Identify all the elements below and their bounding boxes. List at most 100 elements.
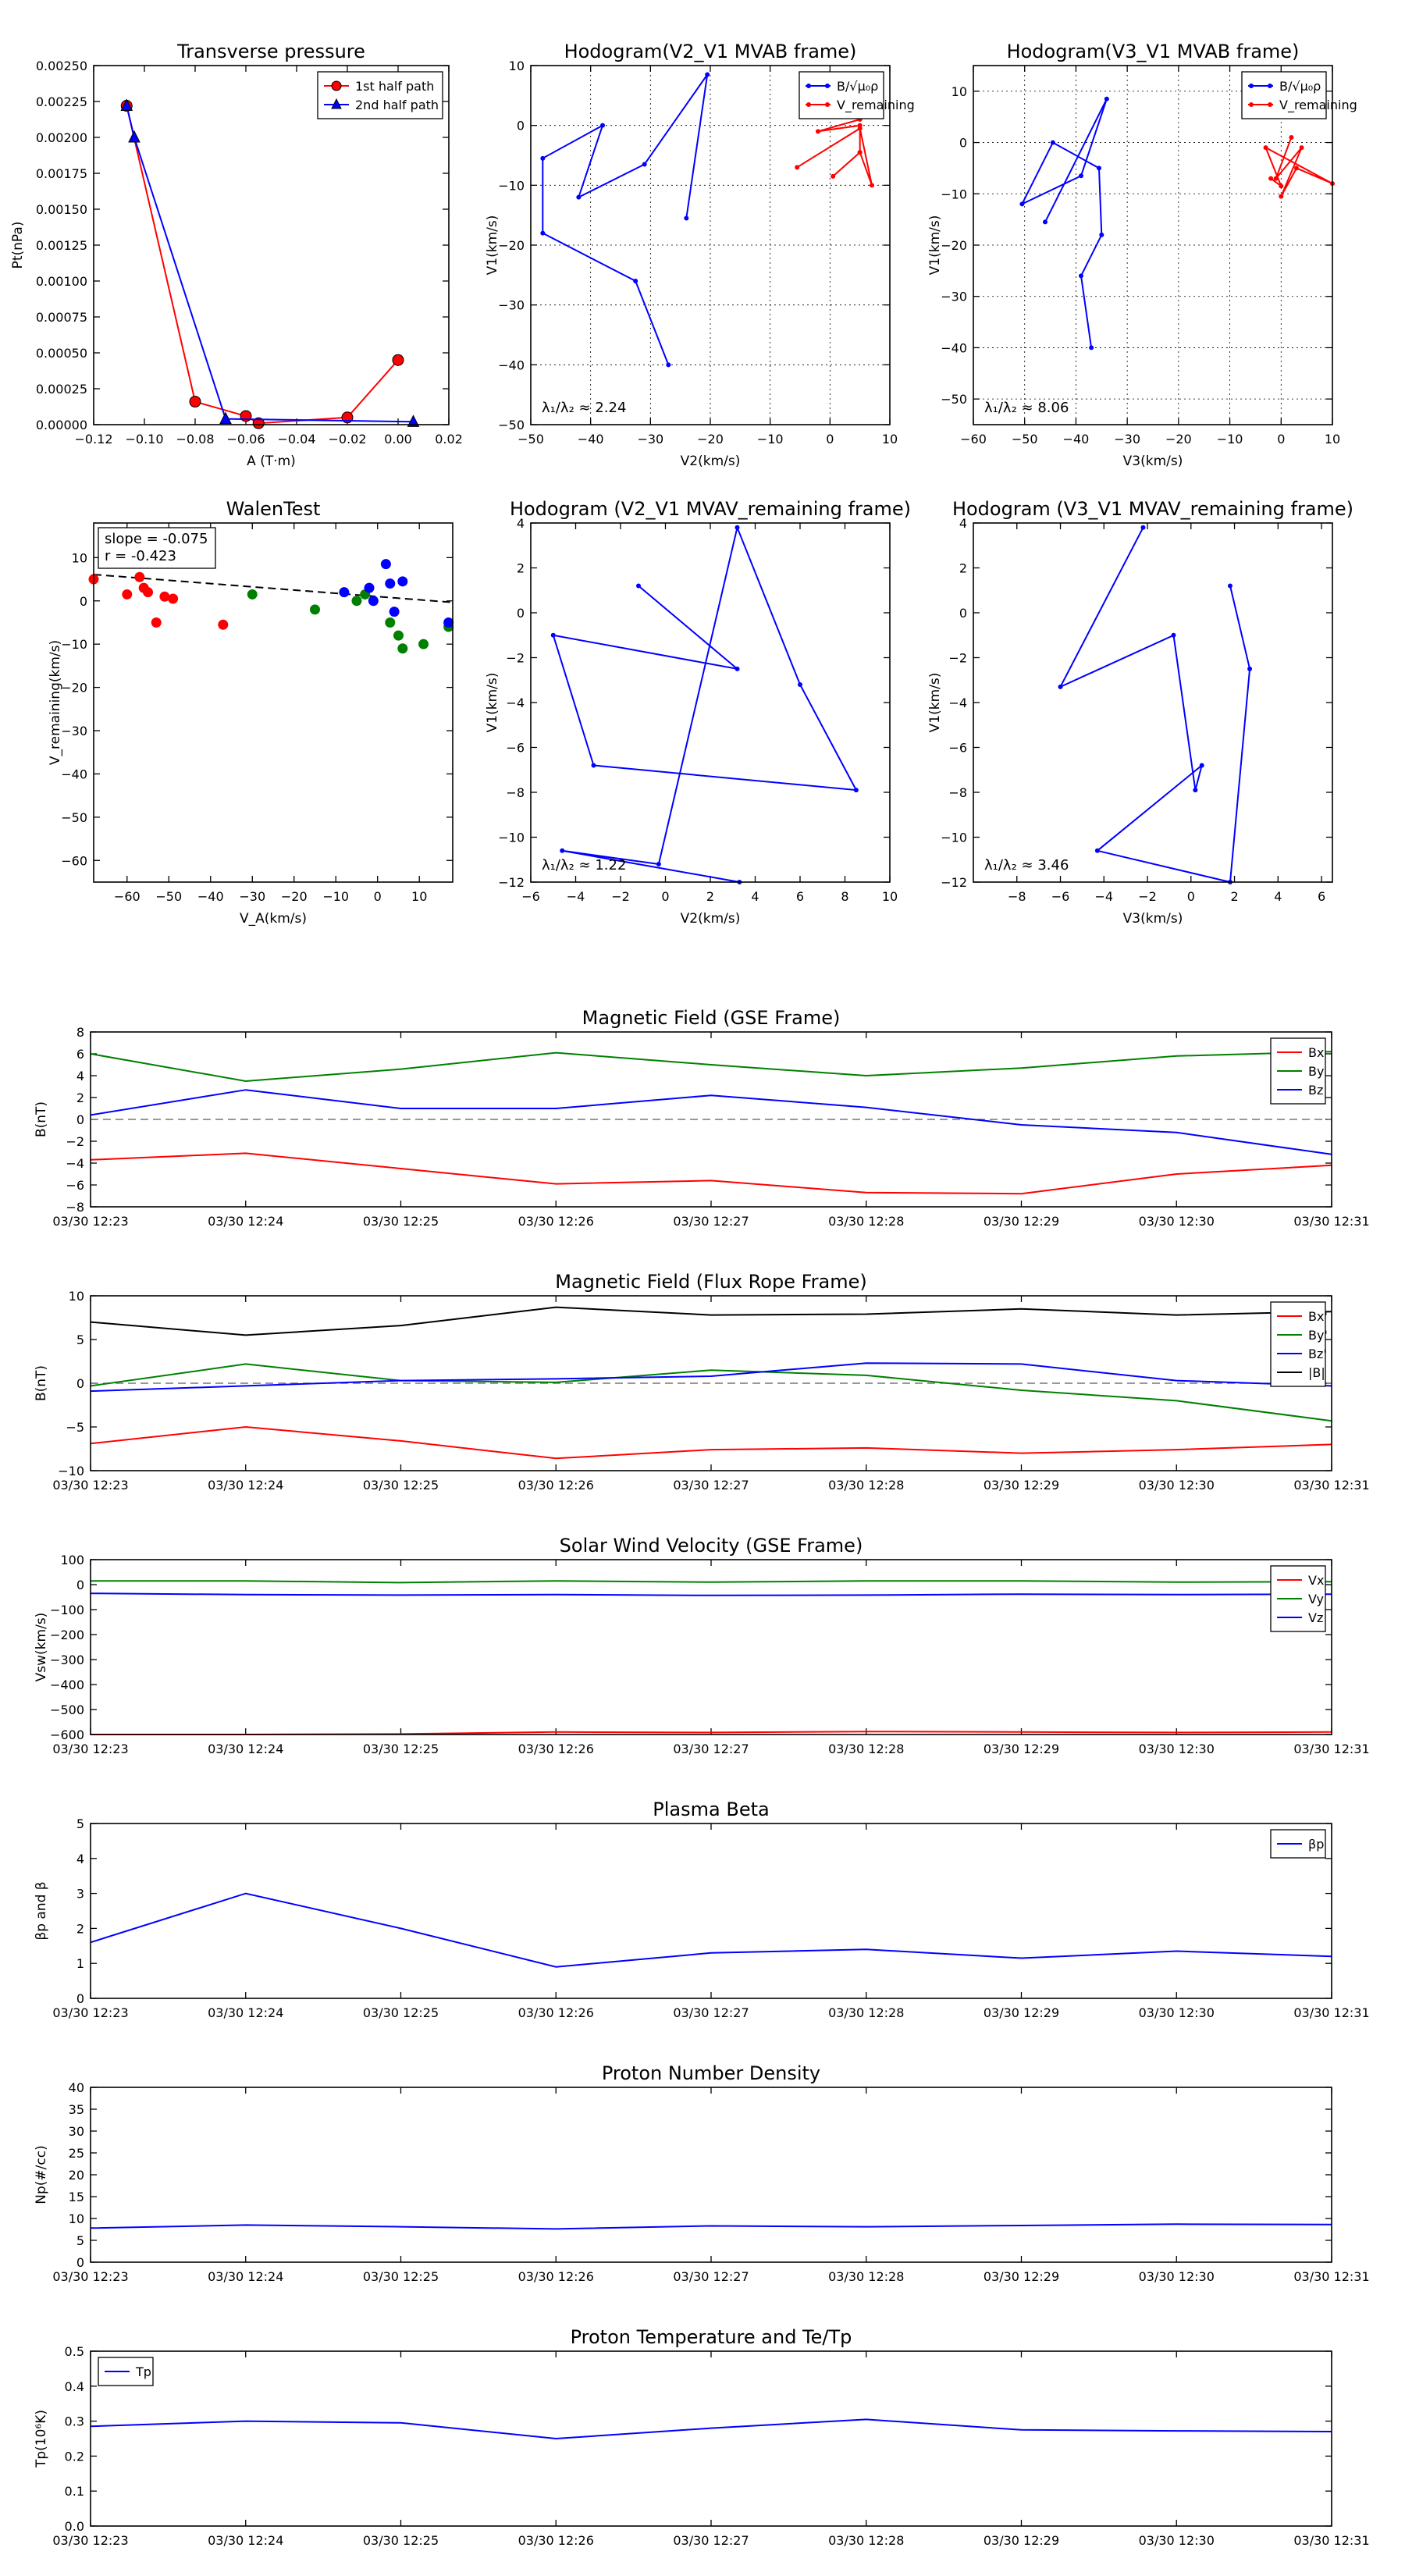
y-tick-label: 2 [76, 1921, 84, 1936]
x-tick-label: 03/30 12:27 [673, 1742, 749, 1756]
y-tick-label: 3 [76, 1887, 84, 1902]
legend-marker [1268, 102, 1272, 107]
axes-frame [90, 1823, 1332, 1999]
y-tick-label: −30 [61, 724, 87, 738]
x-axis-label: V3(km/s) [1123, 454, 1183, 469]
data-point [735, 666, 740, 671]
data-point [540, 155, 546, 161]
y-tick-label: −30 [498, 298, 525, 313]
y-tick-label: 30 [69, 2124, 84, 2139]
series-line [90, 1363, 1332, 1422]
y-tick-label: 0 [517, 606, 525, 621]
y-tick-label: −8 [948, 785, 967, 800]
x-tick-label: −2 [611, 889, 630, 904]
data-point [159, 591, 170, 602]
x-tick-label: −60 [960, 432, 987, 447]
legend-marker [825, 84, 830, 88]
y-tick-label: 10 [69, 1289, 84, 1304]
legend-label: 1st half path [355, 79, 434, 94]
x-tick-label: −10 [757, 432, 784, 447]
x-tick-label: 03/30 12:31 [1293, 1478, 1369, 1493]
x-tick-label: 03/30 12:25 [363, 2269, 439, 2284]
x-tick-label: 03/30 12:31 [1293, 1214, 1369, 1229]
legend-marker [806, 84, 811, 88]
y-tick-label: −500 [50, 1703, 84, 1717]
y-tick-label: 5 [76, 2233, 84, 2248]
x-tick-label: 03/30 12:27 [673, 2269, 749, 2284]
fit-line [93, 573, 454, 603]
hodogram-v3-v1-mvab-title: Hodogram(V3_V1 MVAB frame) [1007, 41, 1300, 62]
x-tick-label: 8 [841, 889, 848, 904]
y-tick-label: −400 [50, 1678, 84, 1692]
x-tick-label: 03/30 12:25 [363, 1478, 439, 1493]
x-axis-label: V3(km/s) [1123, 911, 1183, 927]
x-tick-label: −0.04 [277, 432, 315, 447]
x-tick-label: −6 [1051, 889, 1070, 904]
y-tick-label: 35 [69, 2102, 84, 2117]
ratio-annotation: λ₁/λ₂ ≈ 1.22 [542, 857, 626, 873]
data-point [418, 639, 429, 649]
x-tick-label: 03/30 12:25 [363, 1742, 439, 1756]
data-point [1299, 145, 1304, 151]
y-tick-label: −4 [506, 696, 525, 710]
legend-marker [331, 98, 342, 109]
data-point [380, 559, 391, 570]
series-line [542, 73, 709, 365]
x-tick-label: 03/30 12:26 [518, 2005, 594, 2020]
data-point [392, 354, 404, 366]
legend-box [1241, 71, 1327, 119]
y-tick-label: −20 [941, 238, 967, 253]
data-point [633, 279, 638, 283]
x-tick-label: −60 [114, 889, 140, 904]
data-point [576, 194, 582, 200]
stats-line: r = -0.423 [105, 548, 176, 564]
y-tick-label: 4 [959, 516, 967, 531]
x-tick-label: 03/30 12:24 [208, 2269, 283, 2284]
y-tick-label: 100 [60, 1553, 84, 1567]
data-point [1247, 666, 1253, 671]
x-tick-label: 03/30 12:24 [208, 1478, 283, 1493]
y-tick-label: 2 [517, 561, 525, 576]
data-point [705, 72, 710, 77]
x-tick-label: 03/30 12:31 [1293, 2005, 1369, 2020]
x-tick-label: 03/30 12:28 [828, 1214, 904, 1229]
axes-frame [90, 2350, 1332, 2527]
y-tick-label: 0.00075 [36, 310, 87, 325]
data-point [385, 578, 396, 589]
ratio-annotation: λ₁/λ₂ ≈ 8.06 [984, 400, 1069, 416]
stats-box [98, 527, 216, 569]
y-tick-label: −10 [498, 831, 525, 845]
data-point [1094, 848, 1100, 853]
y-tick-label: 0.00000 [36, 418, 87, 432]
x-tick-label: −0.12 [74, 432, 112, 447]
x-tick-label: 03/30 12:29 [984, 1742, 1059, 1756]
x-tick-label: 0 [661, 889, 669, 904]
y-tick-label: −4 [948, 696, 967, 710]
data-point [309, 604, 320, 615]
data-point [1227, 583, 1232, 589]
series-line [90, 2223, 1332, 2230]
y-axis-label: V1(km/s) [927, 215, 943, 276]
y-tick-label: 10 [69, 2211, 84, 2226]
data-point [351, 596, 362, 607]
x-tick-label: 0 [1277, 432, 1285, 447]
magnetic-field-flux-rope-title: Magnetic Field (Flux Rope Frame) [555, 1271, 866, 1293]
data-point [364, 582, 375, 593]
x-tick-label: 03/30 12:29 [984, 2269, 1059, 2284]
x-tick-label: −10 [322, 889, 349, 904]
data-point [1273, 176, 1279, 181]
x-tick-label: −8 [1008, 889, 1026, 904]
series-line [90, 1362, 1332, 1393]
proton-temperature-title: Proton Temperature and Te/Tp [571, 2326, 852, 2348]
data-point [550, 632, 556, 638]
y-tick-label: −40 [61, 767, 87, 781]
data-point [857, 150, 863, 155]
data-point [1079, 273, 1083, 279]
axes-frame [973, 522, 1333, 883]
data-point [831, 173, 836, 179]
x-tick-label: 03/30 12:30 [1139, 1478, 1215, 1493]
data-point [134, 571, 145, 582]
legend-marker [1249, 102, 1254, 107]
x-tick-label: 6 [796, 889, 804, 904]
y-tick-label: 0 [76, 1991, 84, 2006]
